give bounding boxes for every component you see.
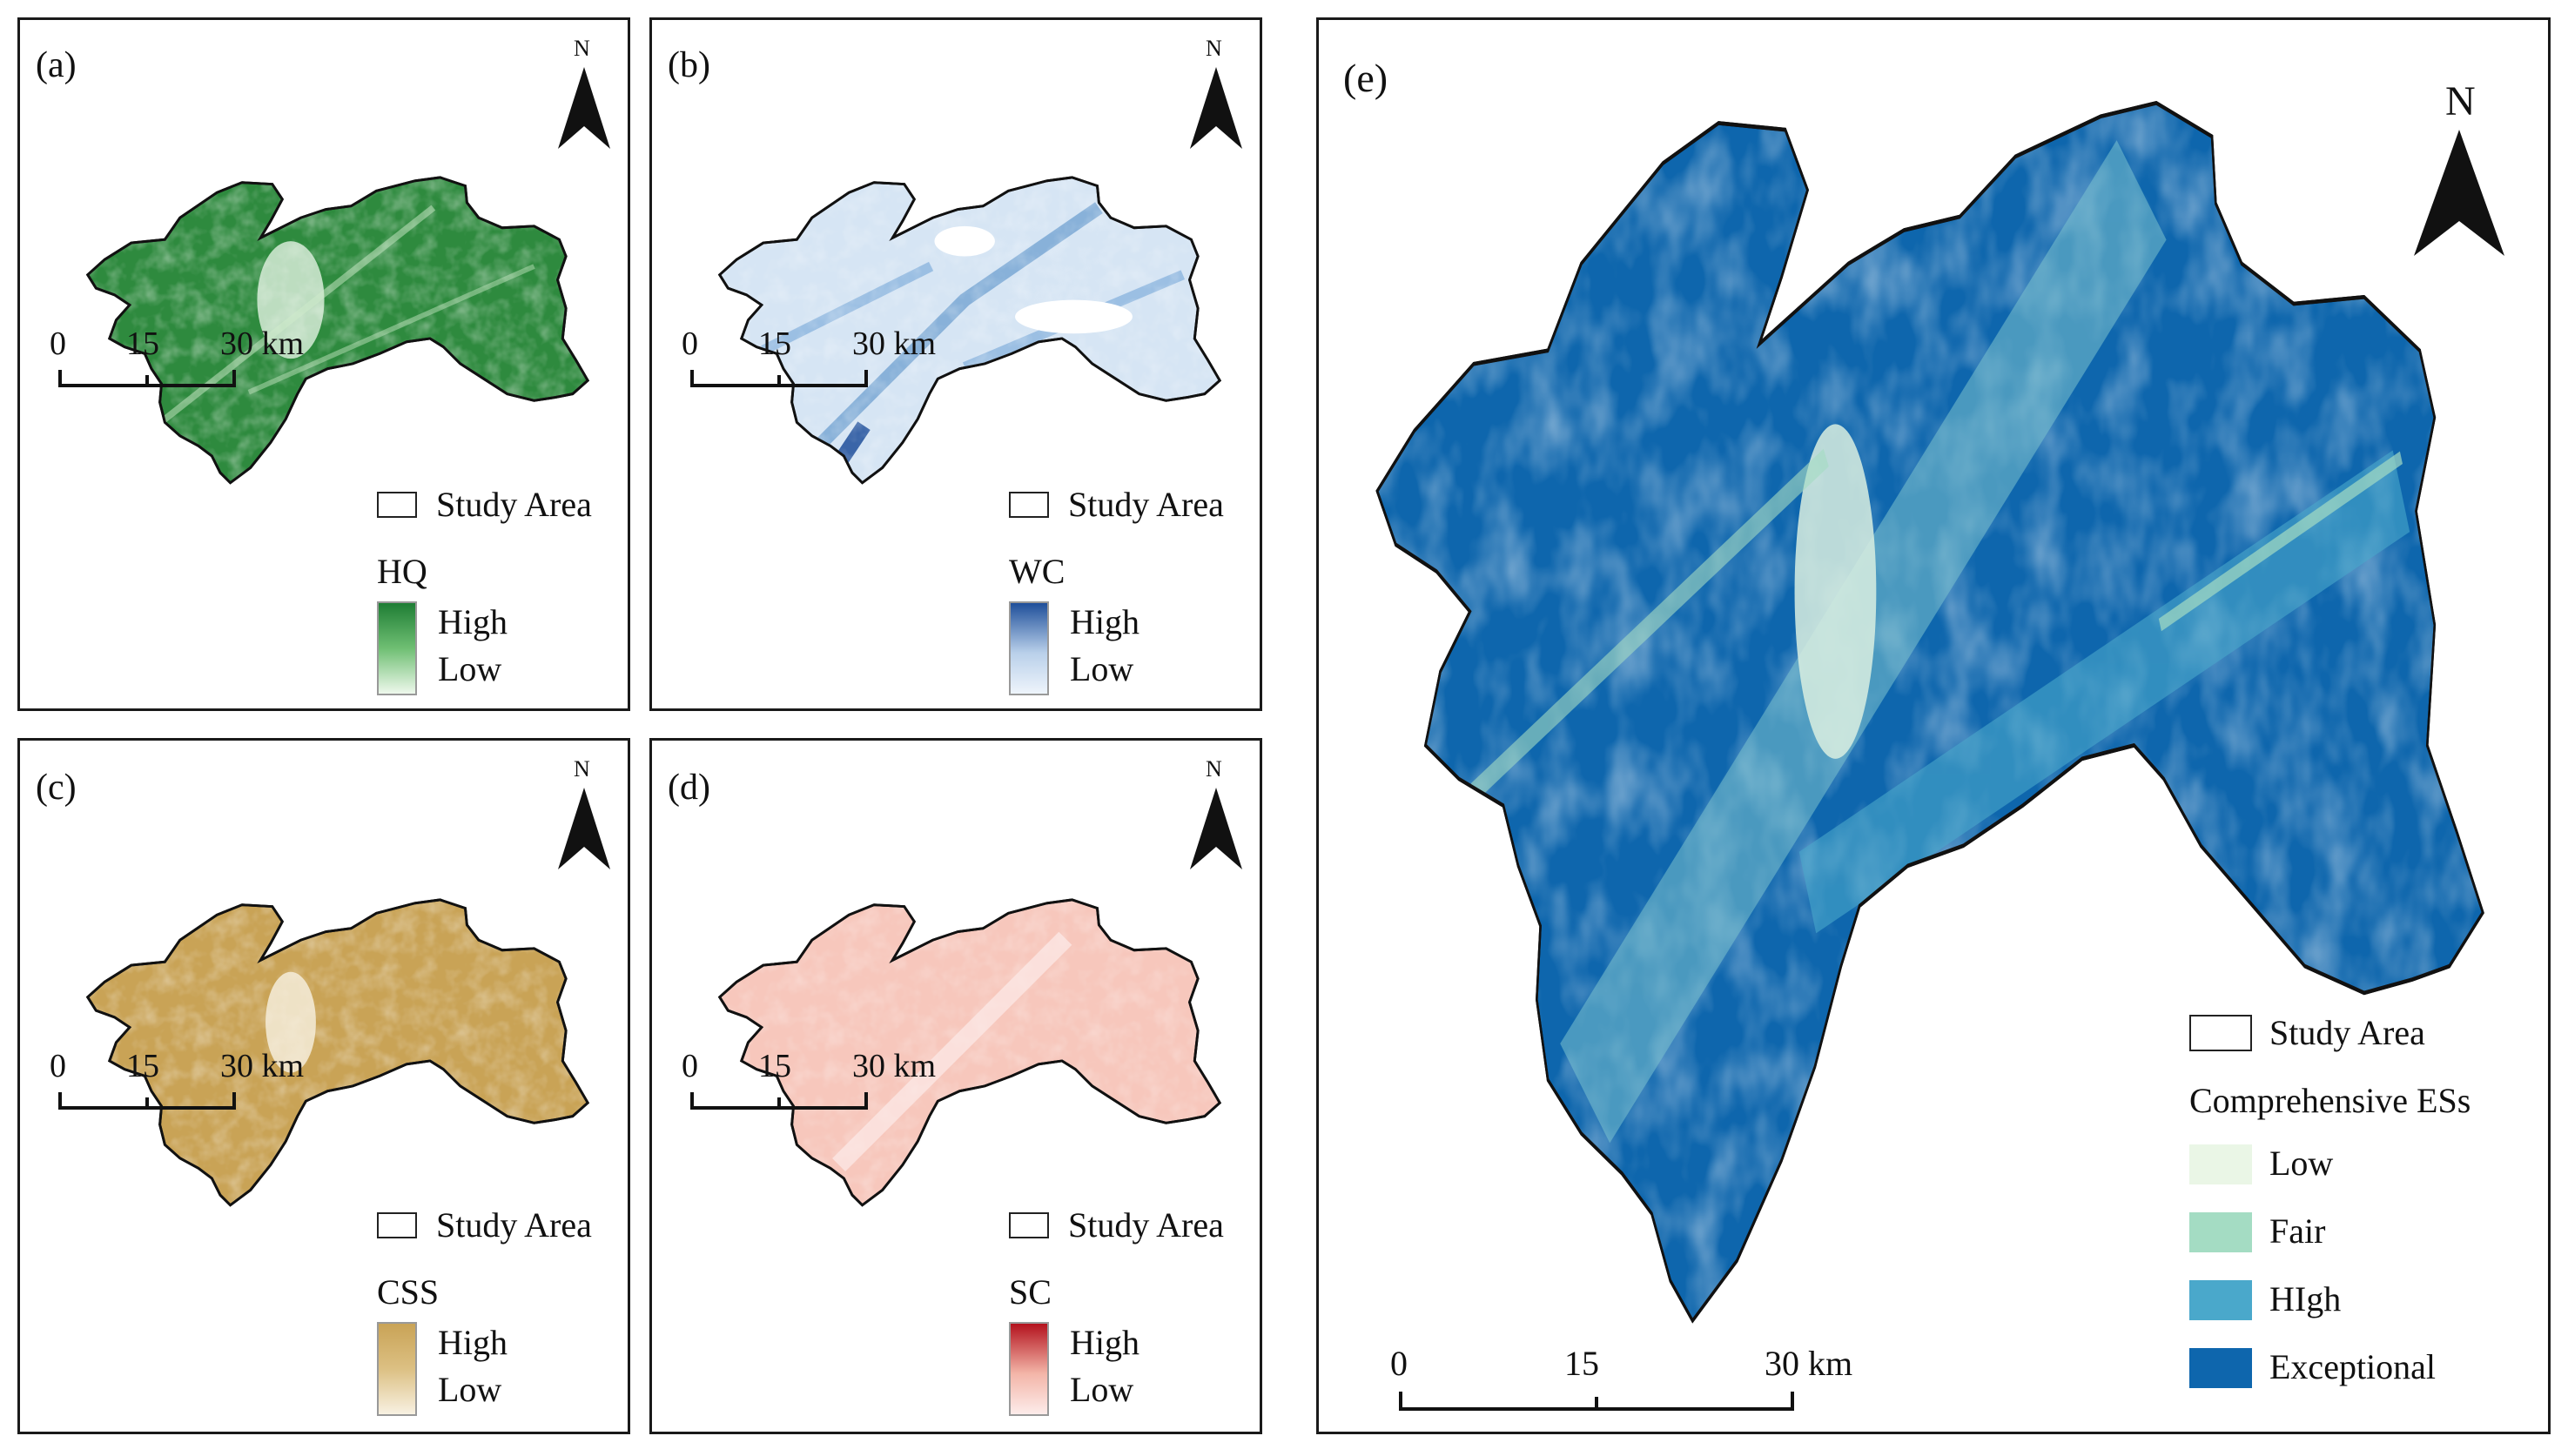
scale-30: 30 km xyxy=(220,1048,305,1084)
scale-bar: 0 15 30 km xyxy=(50,325,304,387)
study-area-swatch xyxy=(1009,492,1049,518)
north-label: N xyxy=(574,36,590,61)
panel-label: (a) xyxy=(36,45,77,85)
legend-swatch-high xyxy=(2189,1280,2252,1320)
study-area-map xyxy=(86,898,589,1207)
variable-label: CSS xyxy=(377,1272,440,1312)
study-area-swatch xyxy=(377,492,417,518)
legend-label-high: HIgh xyxy=(2269,1279,2342,1318)
panel-a: (a) N 0 15 30 km Study Area HQ High Low xyxy=(17,17,630,711)
legend-swatch-exceptional xyxy=(2189,1348,2252,1388)
legend-low: Low xyxy=(1070,1370,1134,1409)
scale-bar: 0 15 30 km xyxy=(1390,1343,1878,1421)
study-area-swatch xyxy=(1009,1212,1049,1238)
panel-d: (d) N 0 15 30 km Study Area SC High Low xyxy=(649,738,1262,1434)
legend-label-exceptional: Exceptional xyxy=(2269,1347,2437,1386)
study-area-map xyxy=(1362,90,2494,1334)
scale-0: 0 xyxy=(1390,1344,1408,1383)
north-arrow-icon xyxy=(558,67,610,149)
panel-b: (b) N 0 15 30 km Study Area WC High xyxy=(649,17,1262,711)
gradient-legend xyxy=(377,601,417,695)
north-arrow: N xyxy=(549,36,619,149)
legend-high: High xyxy=(438,602,508,641)
panel-label: (e) xyxy=(1343,56,1388,100)
legend-label-low: Low xyxy=(2269,1144,2334,1183)
north-arrow: N xyxy=(2407,77,2511,256)
scale-0: 0 xyxy=(50,1048,66,1084)
north-arrow-icon xyxy=(1190,788,1242,869)
scale-15: 15 xyxy=(758,1048,791,1084)
north-arrow: N xyxy=(1181,756,1251,869)
gradient-legend xyxy=(377,1322,417,1416)
study-area-swatch xyxy=(2189,1015,2252,1051)
north-arrow-icon xyxy=(1190,67,1242,149)
scale-bar: 0 15 30 km xyxy=(50,1047,304,1110)
study-area-label: Study Area xyxy=(436,485,592,524)
legend-label-fair: Fair xyxy=(2269,1211,2326,1251)
north-label: N xyxy=(1206,36,1222,61)
study-area-label: Study Area xyxy=(436,1205,592,1245)
north-arrow: N xyxy=(549,756,619,869)
north-arrow-icon xyxy=(2414,130,2504,256)
legend-high: High xyxy=(438,1323,508,1362)
scale-0: 0 xyxy=(682,1048,698,1084)
scale-30: 30 km xyxy=(852,325,937,362)
legend-swatch-low xyxy=(2189,1144,2252,1184)
panel-label: (c) xyxy=(36,768,77,808)
scale-30: 30 km xyxy=(1765,1344,1853,1383)
study-area-map xyxy=(718,176,1221,485)
study-area-label: Study Area xyxy=(1068,485,1224,524)
study-area-label: Study Area xyxy=(2269,1013,2425,1052)
study-area-label: Study Area xyxy=(1068,1205,1224,1245)
gradient-legend xyxy=(1009,1322,1049,1416)
scale-30: 30 km xyxy=(220,325,305,362)
variable-label: HQ xyxy=(377,552,427,591)
scale-bar: 0 15 30 km xyxy=(682,1047,936,1110)
panel-e: (e) N 0 15 30 km Study Area Comprehensiv… xyxy=(1316,17,2551,1434)
scale-15: 15 xyxy=(1564,1344,1599,1383)
panel-label: (b) xyxy=(668,45,710,85)
north-label: N xyxy=(2445,78,2476,124)
legend-low: Low xyxy=(438,1370,502,1409)
north-label: N xyxy=(574,756,590,782)
variable-label: SC xyxy=(1009,1272,1052,1312)
gradient-legend xyxy=(1009,601,1049,695)
legend-title: Comprehensive ESs xyxy=(2189,1081,2471,1120)
study-area-map xyxy=(86,176,589,485)
north-label: N xyxy=(1206,756,1222,782)
scale-15: 15 xyxy=(758,325,791,362)
panel-c: (c) N 0 15 30 km Study Area CSS High Low xyxy=(17,738,630,1434)
legend-low: Low xyxy=(438,649,502,688)
north-arrow: N xyxy=(1181,36,1251,149)
scale-0: 0 xyxy=(50,325,66,362)
legend-low: Low xyxy=(1070,649,1134,688)
study-area-swatch xyxy=(377,1212,417,1238)
scale-15: 15 xyxy=(126,325,159,362)
legend-high: High xyxy=(1070,602,1139,641)
panel-label: (d) xyxy=(668,768,710,808)
scale-0: 0 xyxy=(682,325,698,362)
study-area-map xyxy=(718,898,1221,1207)
scale-bar: 0 15 30 km xyxy=(682,325,936,387)
north-arrow-icon xyxy=(558,788,610,869)
scale-15: 15 xyxy=(126,1048,159,1084)
legend-swatch-fair xyxy=(2189,1212,2252,1252)
variable-label: WC xyxy=(1009,552,1066,591)
scale-30: 30 km xyxy=(852,1048,937,1084)
legend-high: High xyxy=(1070,1323,1139,1362)
